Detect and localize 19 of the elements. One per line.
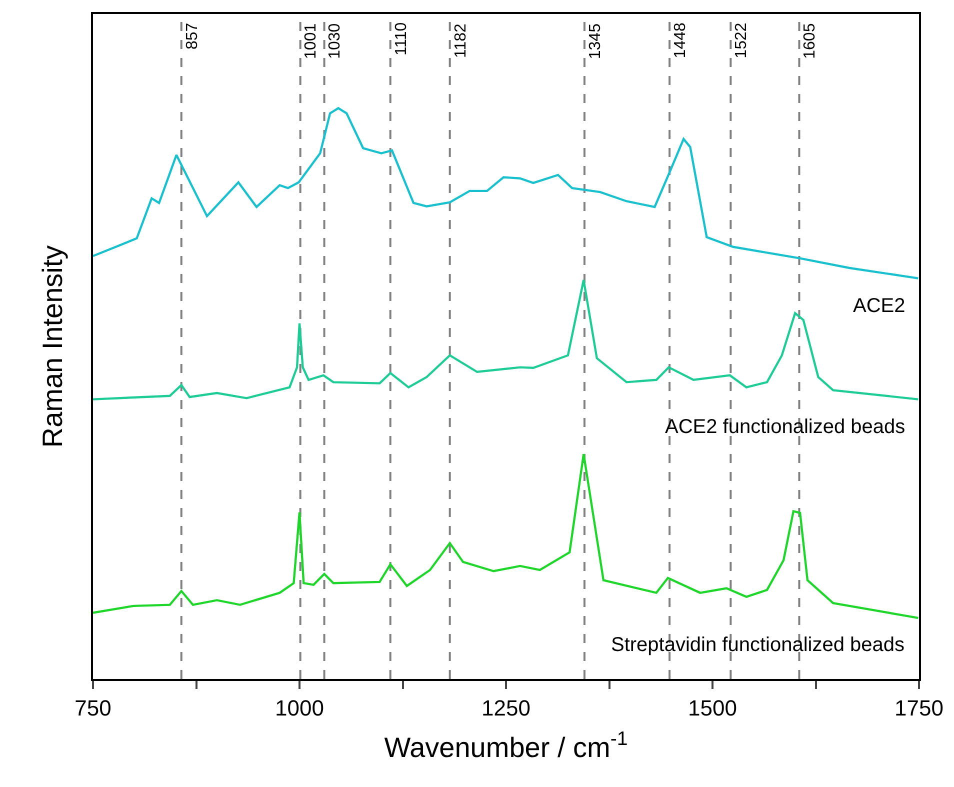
- x-tick-label: 750: [74, 695, 112, 720]
- ref-line-label: 1345: [586, 23, 604, 60]
- ref-line-label: 1030: [326, 23, 344, 59]
- ref-line-label: 1001: [302, 23, 320, 59]
- ref-line-label: 857: [184, 22, 202, 50]
- x-tick-label: 1000: [275, 695, 324, 720]
- x-tick-label: 1250: [482, 695, 530, 720]
- ref-line-label: 1605: [802, 23, 819, 59]
- y-axis-title: Raman Intensity: [37, 245, 68, 448]
- ref-line-label: 1182: [452, 23, 470, 58]
- ref-line-label: 1522: [733, 22, 750, 58]
- series-label: ACE2 functionalized beads: [665, 416, 906, 438]
- ref-line-label: 1110: [393, 22, 410, 56]
- x-tick-label: 1750: [894, 695, 944, 720]
- series-label: ACE2: [853, 295, 906, 317]
- series-label: Streptavidin functionalized beads: [611, 634, 905, 656]
- x-axis-title: Wavenumber / cm$^{-1}$: [384, 728, 628, 763]
- x-tick-label: 1500: [688, 695, 737, 720]
- ref-line-label: 1448: [672, 22, 689, 58]
